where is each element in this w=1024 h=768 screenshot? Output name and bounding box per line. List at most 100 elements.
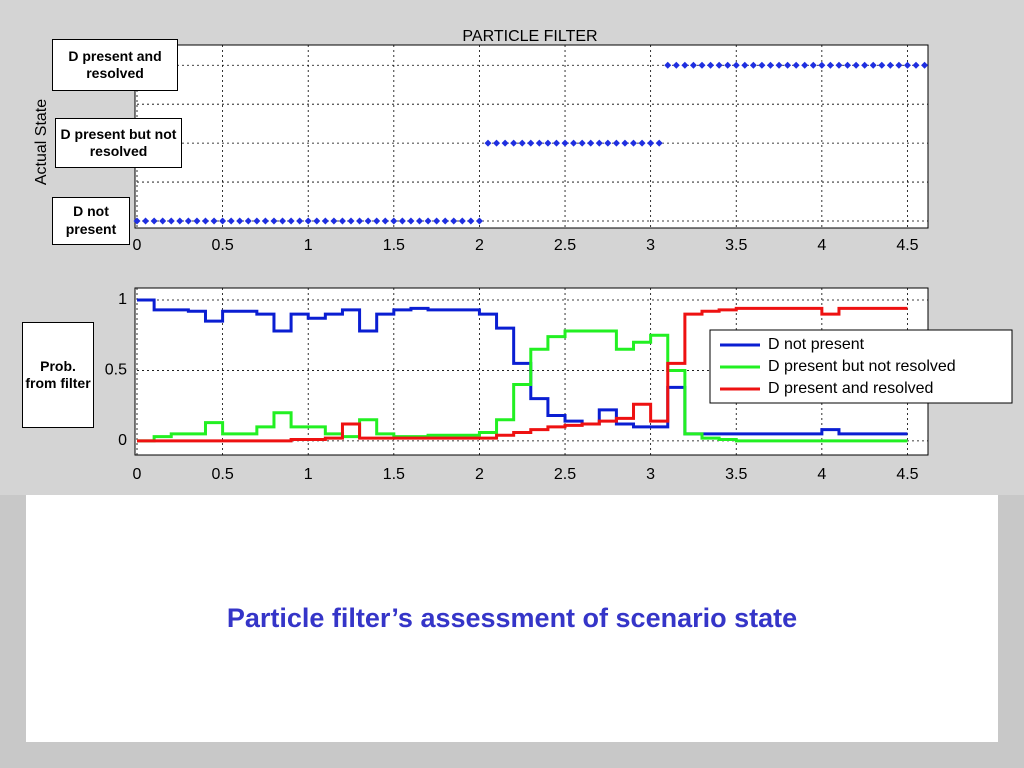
y-tick-label: D not present — [52, 196, 130, 245]
x-tick-label: 2.5 — [554, 466, 576, 483]
point — [253, 217, 261, 225]
x-tick-label: 0 — [133, 237, 142, 254]
point — [347, 217, 355, 225]
point — [304, 217, 312, 225]
point — [801, 61, 809, 69]
point — [390, 217, 398, 225]
point — [852, 61, 860, 69]
point — [142, 217, 150, 225]
point — [176, 217, 184, 225]
point — [313, 217, 321, 225]
x-tick-label: 1.5 — [383, 466, 405, 483]
x-tick-label: 1.5 — [383, 237, 405, 254]
point — [664, 61, 672, 69]
point — [407, 217, 415, 225]
point — [886, 61, 894, 69]
point — [775, 61, 783, 69]
point — [450, 217, 458, 225]
point — [749, 61, 757, 69]
point — [398, 217, 406, 225]
x-tick-label: 4 — [817, 237, 826, 254]
legend-label: D present but not resolved — [768, 358, 956, 375]
point — [578, 139, 586, 147]
point — [167, 217, 175, 225]
point — [732, 61, 740, 69]
y-tick-label: D present and resolved — [52, 39, 178, 92]
point — [330, 217, 338, 225]
point — [698, 61, 706, 69]
point — [681, 61, 689, 69]
x-tick-label: 2.5 — [554, 237, 576, 254]
point — [570, 139, 578, 147]
point — [475, 217, 483, 225]
point — [150, 217, 158, 225]
point — [647, 139, 655, 147]
x-tick-label: 3.5 — [725, 466, 747, 483]
point — [809, 61, 817, 69]
point — [903, 61, 911, 69]
point — [518, 139, 526, 147]
point — [895, 61, 903, 69]
step-line — [137, 298, 908, 436]
y-axis-label: Actual State — [33, 99, 50, 185]
point — [552, 139, 560, 147]
point — [210, 217, 218, 225]
point — [784, 61, 792, 69]
point — [527, 139, 535, 147]
x-tick-label: 0.5 — [211, 237, 233, 254]
x-tick-label: 2 — [475, 466, 484, 483]
y-tick-label: 0 — [118, 432, 127, 449]
point — [381, 217, 389, 225]
x-tick-label: 0.5 — [211, 466, 233, 483]
point — [544, 139, 552, 147]
point — [921, 61, 929, 69]
point — [604, 139, 612, 147]
point — [296, 217, 304, 225]
legend-label: D not present — [768, 336, 865, 353]
point — [159, 217, 167, 225]
point — [133, 217, 141, 225]
point — [707, 61, 715, 69]
x-tick-label: 4.5 — [896, 237, 918, 254]
point — [261, 217, 269, 225]
point — [724, 61, 732, 69]
x-tick-label: 2 — [475, 237, 484, 254]
x-tick-label: 4 — [817, 466, 826, 483]
point — [467, 217, 475, 225]
point — [595, 139, 603, 147]
point — [844, 61, 852, 69]
point — [655, 139, 663, 147]
point — [484, 139, 492, 147]
point — [612, 139, 620, 147]
point — [270, 217, 278, 225]
plot-area — [134, 44, 929, 229]
x-tick-label: 1 — [304, 466, 313, 483]
point — [715, 61, 723, 69]
point — [184, 217, 192, 225]
point — [510, 139, 518, 147]
step-line — [137, 329, 908, 443]
point — [826, 61, 834, 69]
point — [279, 217, 287, 225]
x-tick-label: 4.5 — [896, 466, 918, 483]
point — [869, 61, 877, 69]
point — [433, 217, 441, 225]
point — [621, 139, 629, 147]
point — [244, 217, 252, 225]
y-tick-label: 0.5 — [105, 362, 127, 379]
point — [587, 139, 595, 147]
point — [758, 61, 766, 69]
x-tick-label: 0 — [133, 466, 142, 483]
point — [672, 61, 680, 69]
point — [630, 139, 638, 147]
legend-box — [709, 329, 1013, 404]
point — [356, 217, 364, 225]
point — [741, 61, 749, 69]
point — [912, 61, 920, 69]
point — [766, 61, 774, 69]
point — [861, 61, 869, 69]
point — [236, 217, 244, 225]
y-tick-label: D present but not resolved — [55, 118, 182, 169]
